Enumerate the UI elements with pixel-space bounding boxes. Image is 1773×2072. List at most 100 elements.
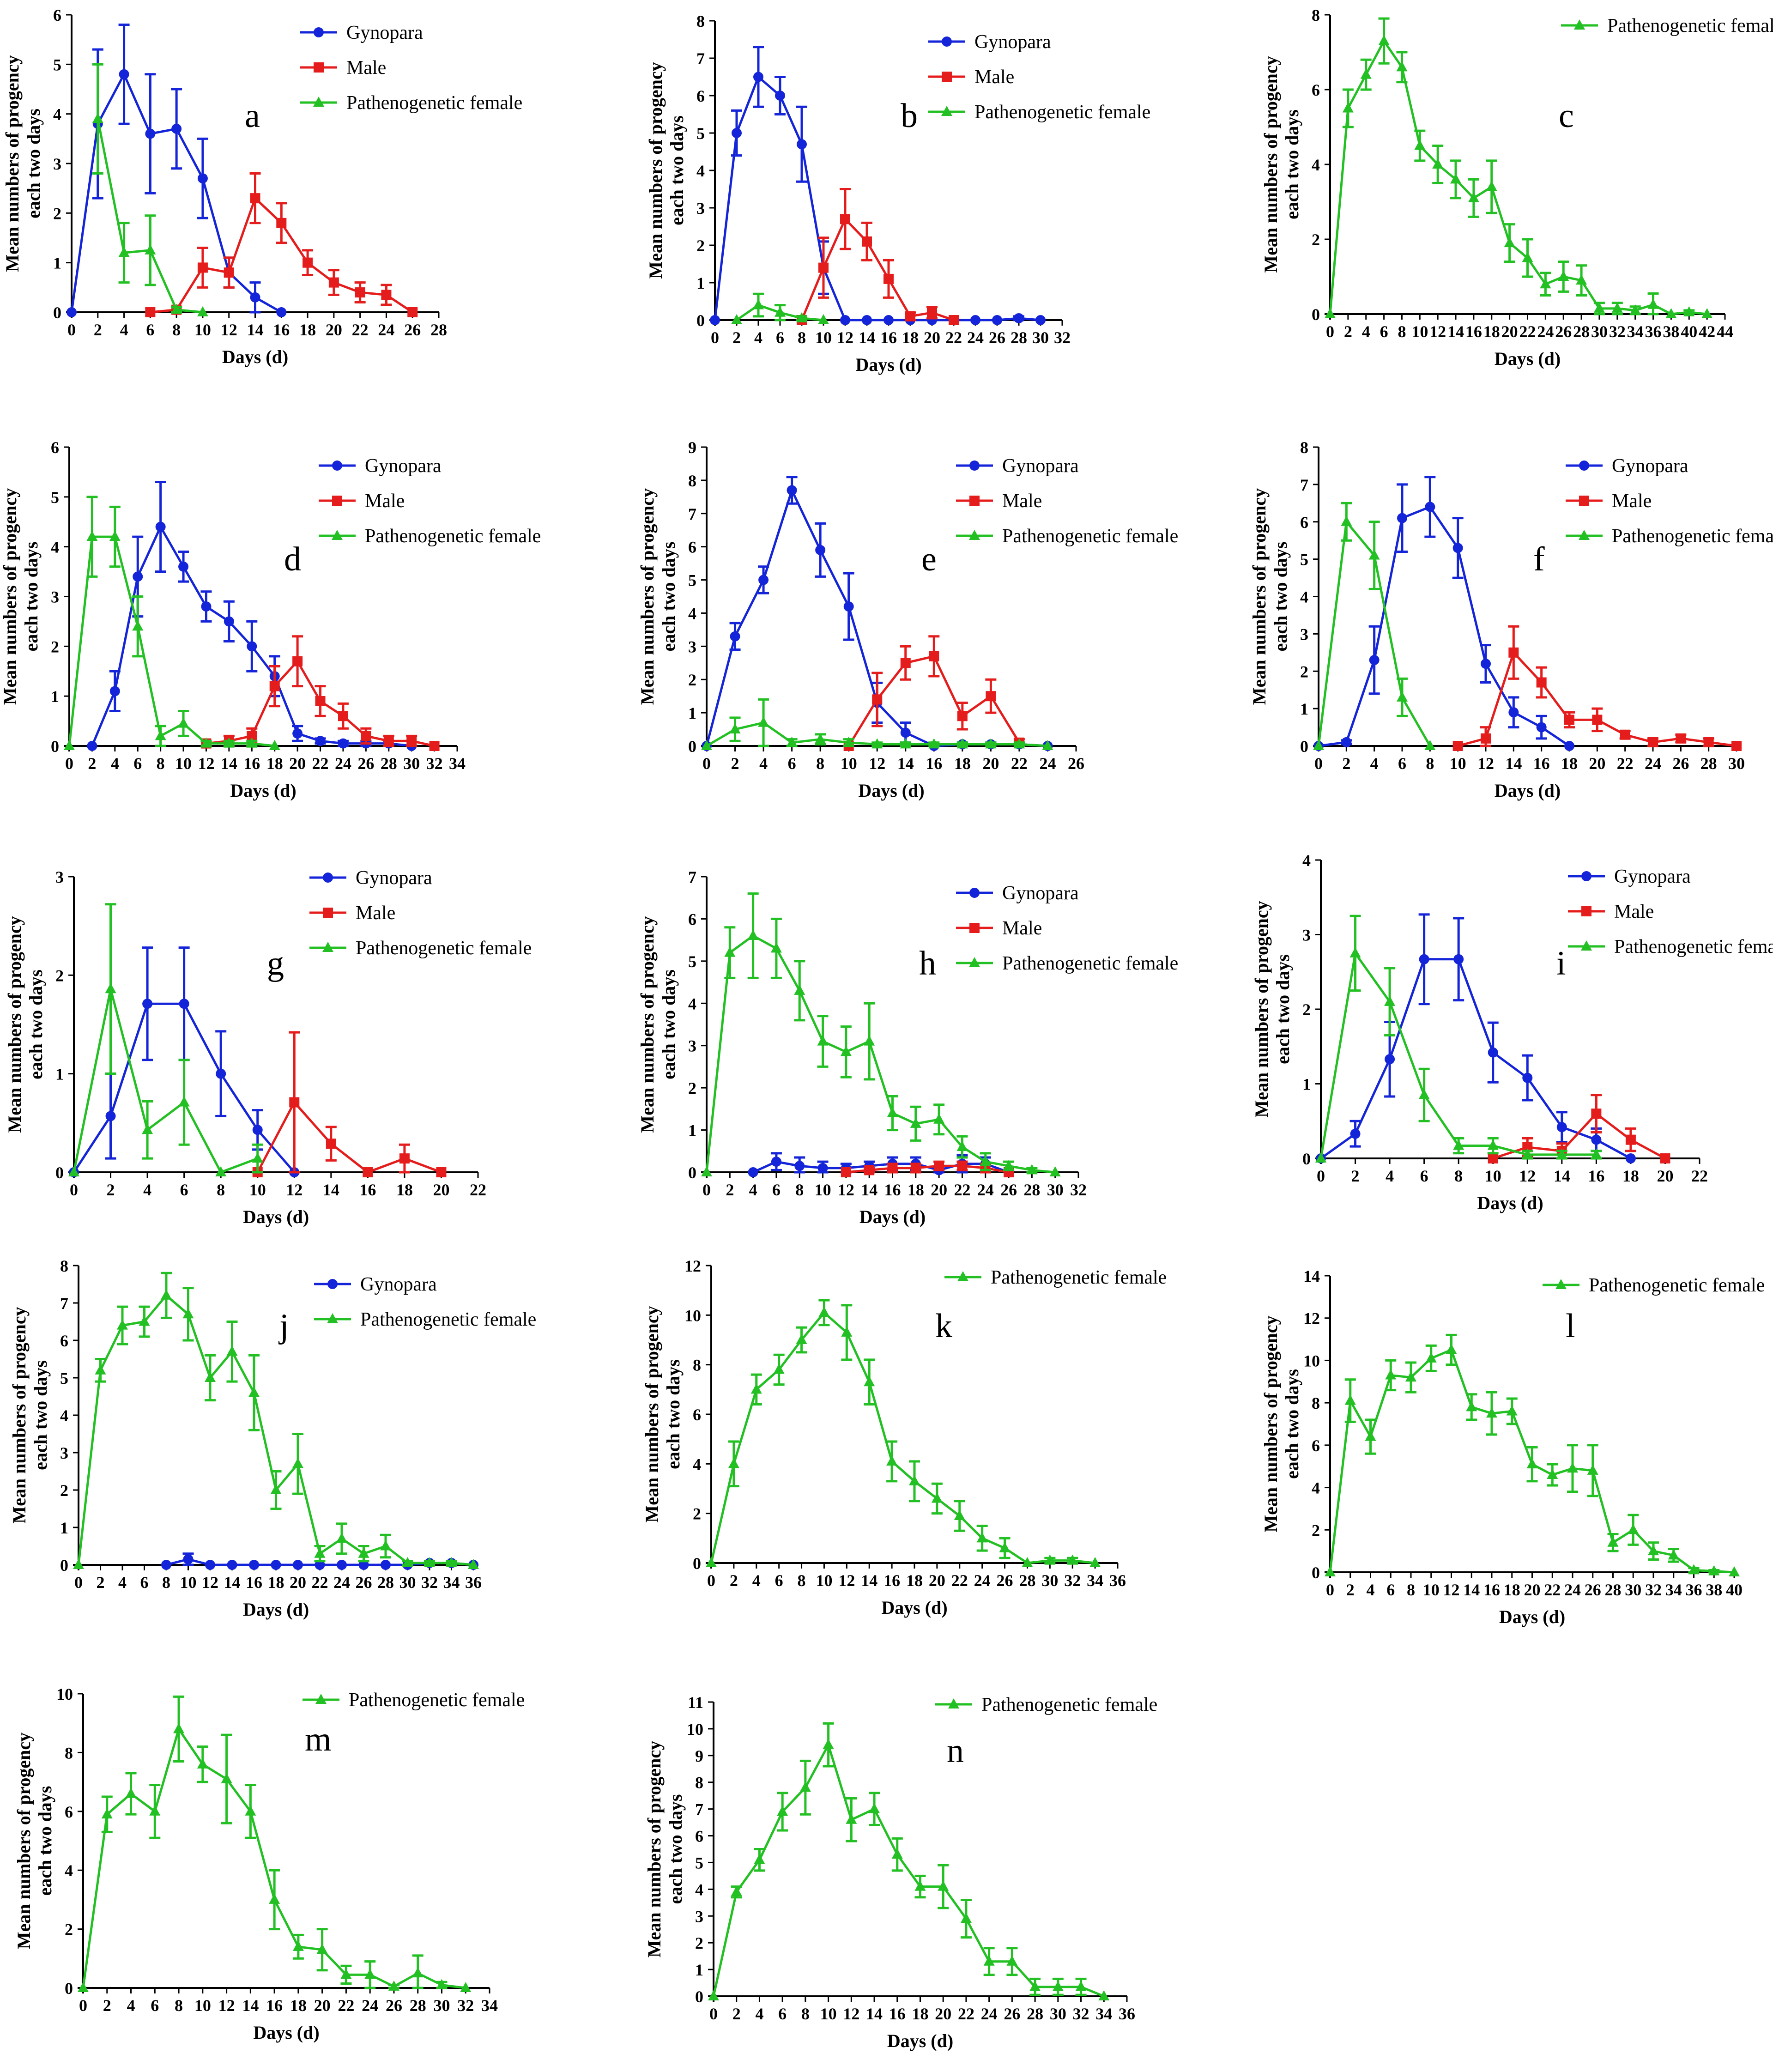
data-point bbox=[95, 1364, 106, 1375]
legend-entry: Male bbox=[1568, 901, 1654, 922]
x-tick-label: 12 bbox=[1443, 1581, 1460, 1599]
y-tick-label: 8 bbox=[693, 1356, 701, 1375]
data-point bbox=[1628, 1524, 1639, 1534]
data-point bbox=[817, 1035, 829, 1046]
x-tick-label: 30 bbox=[1032, 328, 1049, 347]
legend-label: Male bbox=[346, 57, 386, 79]
data-point bbox=[1729, 1566, 1740, 1576]
x-tick-label: 22 bbox=[945, 328, 962, 347]
y-axis-label: Mean numbers of progencyeach two days bbox=[9, 1307, 51, 1523]
x-tick-label: 18 bbox=[396, 1181, 413, 1199]
y-tick-label: 0 bbox=[1300, 737, 1308, 756]
data-point bbox=[73, 1559, 84, 1569]
legend-marker bbox=[942, 72, 952, 82]
legend-marker bbox=[957, 1271, 968, 1281]
data-point bbox=[786, 736, 798, 747]
x-tick-label: 22 bbox=[951, 1571, 968, 1590]
x-tick-label: 16 bbox=[273, 321, 290, 339]
y-axis-label-line: Mean numbers of progency bbox=[644, 1741, 665, 1957]
legend-marker bbox=[969, 888, 980, 898]
x-tick-label: 14 bbox=[866, 2005, 883, 2023]
x-tick-label: 4 bbox=[755, 2005, 763, 2023]
data-point bbox=[1350, 1128, 1361, 1139]
x-tick-label: 2 bbox=[732, 328, 741, 347]
legend-marker bbox=[314, 27, 324, 37]
data-point bbox=[1504, 237, 1515, 248]
series-gynopara bbox=[1313, 476, 1574, 751]
x-tick-label: 28 bbox=[1700, 754, 1717, 773]
legend-label: Gynopara bbox=[346, 22, 423, 43]
y-tick-label: 8 bbox=[688, 472, 696, 490]
legend-marker bbox=[322, 942, 333, 952]
data-point bbox=[1315, 1152, 1326, 1163]
data-point bbox=[436, 1979, 448, 1989]
legend-marker bbox=[323, 908, 333, 918]
data-point bbox=[117, 1319, 128, 1330]
data-point bbox=[92, 113, 103, 123]
legend-entry: Pathenogenetic female bbox=[956, 953, 1178, 974]
data-point bbox=[197, 173, 208, 184]
x-tick-label: 6 bbox=[776, 328, 784, 347]
data-point bbox=[886, 1455, 898, 1466]
x-tick-label: 0 bbox=[702, 1181, 711, 1199]
y-tick-label: 9 bbox=[695, 1747, 703, 1765]
legend-label: Pathenogenetic female bbox=[981, 1694, 1157, 1715]
data-point bbox=[361, 731, 371, 741]
data-point bbox=[976, 1532, 988, 1543]
y-axis-label: Mean numbers of progencyeach two days bbox=[637, 488, 679, 705]
chart-h: 0 2 4 6 8 10 12 14 16 18 20 22 24 26 28 30 3201234567Day… bbox=[637, 868, 1178, 1227]
legend-entry: Gynopara bbox=[956, 455, 1079, 477]
y-tick-label: 5 bbox=[60, 1369, 68, 1387]
x-tick-label: 6 bbox=[772, 1181, 781, 1199]
data-point bbox=[796, 312, 807, 322]
x-axis-label: Days (d) bbox=[881, 1597, 947, 1618]
x-tick-label: 4 bbox=[749, 1181, 757, 1199]
data-point bbox=[429, 741, 440, 751]
data-point bbox=[905, 311, 915, 321]
data-point bbox=[1446, 1344, 1457, 1354]
data-point bbox=[1365, 1430, 1376, 1441]
data-point bbox=[155, 521, 166, 532]
x-axis-label: Days (d) bbox=[1477, 1193, 1543, 1213]
data-point bbox=[388, 1980, 399, 1991]
data-point bbox=[1701, 308, 1713, 318]
series-male bbox=[1488, 1094, 1670, 1163]
data-point bbox=[1591, 1109, 1602, 1119]
data-point bbox=[840, 214, 850, 224]
x-axis-label: Days (d) bbox=[243, 1206, 309, 1227]
data-point bbox=[314, 1547, 326, 1558]
x-tick-label: 4 bbox=[118, 1573, 127, 1592]
x-tick-label: 24 bbox=[362, 1996, 378, 2015]
data-point bbox=[775, 306, 786, 317]
x-tick-label: 18 bbox=[908, 1181, 924, 1199]
y-tick-label: 0 bbox=[693, 1554, 701, 1573]
data-point bbox=[883, 273, 894, 284]
x-tick-label: 36 bbox=[465, 1573, 482, 1592]
legend-entry: Pathenogenetic female bbox=[944, 1267, 1167, 1288]
x-tick-label: 24 bbox=[981, 2005, 998, 2023]
y-tick-label: 6 bbox=[688, 538, 696, 557]
data-point bbox=[1432, 158, 1444, 169]
x-tick-label: 16 bbox=[1588, 1167, 1604, 1185]
legend-label: Gynopara bbox=[360, 1274, 437, 1295]
panel-letter: l bbox=[1566, 1307, 1575, 1345]
data-point bbox=[216, 1068, 226, 1079]
legend-marker bbox=[315, 1694, 327, 1704]
x-tick-label: 22 bbox=[1617, 754, 1634, 773]
x-tick-label: 10 bbox=[175, 754, 192, 773]
data-point bbox=[1508, 707, 1519, 718]
x-tick-label: 26 bbox=[989, 328, 1005, 347]
x-tick-label: 20 bbox=[326, 321, 342, 339]
x-tick-label: 12 bbox=[838, 1571, 855, 1590]
data-point bbox=[64, 740, 75, 750]
data-point bbox=[992, 315, 1002, 325]
data-point bbox=[1688, 1564, 1700, 1575]
data-point bbox=[1488, 1047, 1498, 1058]
data-point bbox=[381, 1560, 391, 1570]
data-point bbox=[724, 946, 736, 957]
data-point bbox=[1369, 654, 1380, 665]
data-point bbox=[1341, 515, 1352, 526]
series-line bbox=[712, 1742, 1105, 1998]
data-point bbox=[276, 218, 287, 228]
